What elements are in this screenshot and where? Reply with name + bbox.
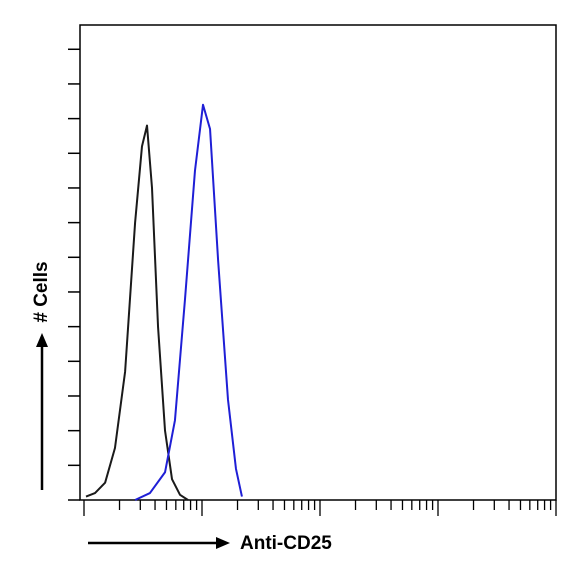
x-axis-label: Anti-CD25 <box>240 533 332 554</box>
y-axis-label: # Cells <box>31 261 52 322</box>
histogram-curve <box>134 103 243 501</box>
y-arrow-head <box>36 333 48 347</box>
plot-frame <box>79 24 557 501</box>
x-arrow-head <box>216 537 230 549</box>
histogram-curve <box>85 124 189 501</box>
